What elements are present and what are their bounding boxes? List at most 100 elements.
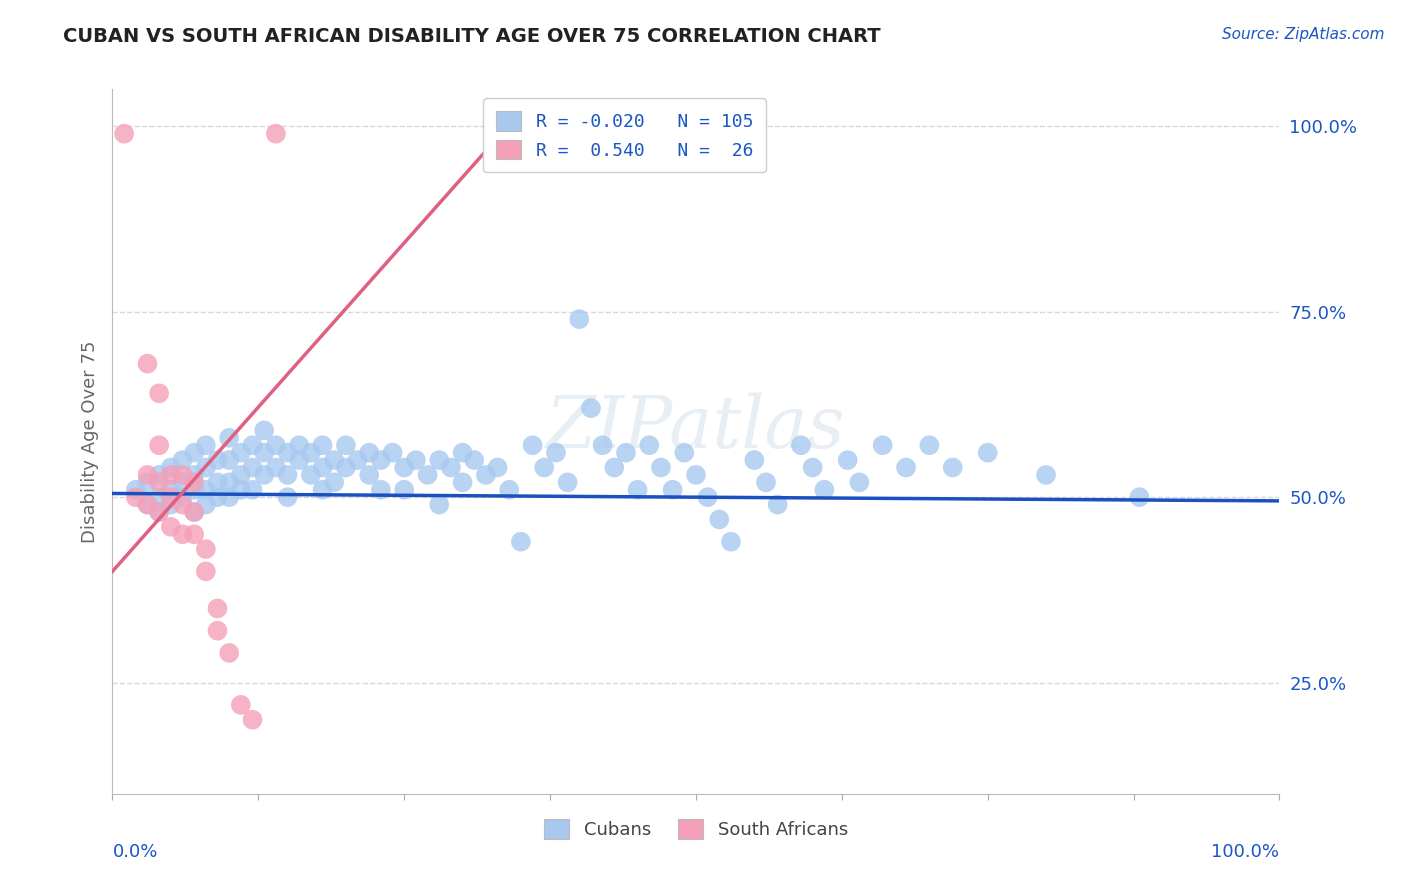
Point [207, 624, 229, 638]
Point [627, 483, 650, 497]
Point [183, 505, 205, 519]
Point [148, 505, 170, 519]
Text: Source: ZipAtlas.com: Source: ZipAtlas.com [1222, 27, 1385, 42]
Point [463, 453, 485, 467]
Point [136, 498, 159, 512]
Point [229, 698, 252, 712]
Point [394, 483, 416, 497]
Text: CUBAN VS SOUTH AFRICAN DISABILITY AGE OVER 75 CORRELATION CHART: CUBAN VS SOUTH AFRICAN DISABILITY AGE OV… [63, 27, 882, 45]
Point [194, 483, 217, 497]
Point [486, 460, 509, 475]
Point [744, 453, 766, 467]
Point [183, 483, 205, 497]
Point [160, 490, 183, 504]
Point [148, 475, 170, 490]
Point [311, 438, 333, 452]
Point [696, 490, 718, 504]
Point [685, 467, 707, 482]
Point [311, 483, 333, 497]
Point [229, 445, 252, 459]
Point [148, 505, 170, 519]
Point [242, 483, 264, 497]
Point [229, 483, 252, 497]
Point [427, 498, 450, 512]
Point [370, 453, 392, 467]
Point [427, 453, 450, 467]
Point [276, 445, 298, 459]
Point [172, 467, 194, 482]
Point [335, 438, 357, 452]
Point [359, 445, 381, 459]
Point [894, 460, 917, 475]
Point [172, 490, 194, 504]
Point [323, 475, 346, 490]
Point [253, 467, 276, 482]
Point [253, 424, 276, 438]
Point [872, 438, 894, 452]
Point [194, 438, 217, 452]
Point [218, 475, 240, 490]
Point [276, 490, 298, 504]
Point [183, 505, 205, 519]
Point [125, 483, 148, 497]
Point [242, 713, 264, 727]
Point [335, 460, 357, 475]
Point [172, 475, 194, 490]
Point [440, 460, 463, 475]
Point [242, 460, 264, 475]
Point [160, 483, 183, 497]
Point [592, 438, 614, 452]
Text: 100.0%: 100.0% [1212, 843, 1279, 861]
Point [194, 542, 217, 557]
Point [801, 460, 824, 475]
Point [813, 483, 835, 497]
Point [183, 527, 205, 541]
Point [451, 445, 474, 459]
Point [475, 467, 498, 482]
Point [183, 445, 205, 459]
Point [218, 453, 240, 467]
Point [650, 460, 672, 475]
Point [172, 453, 194, 467]
Text: ZIPatlas: ZIPatlas [546, 392, 846, 463]
Point [638, 438, 661, 452]
Point [323, 453, 346, 467]
Point [709, 512, 731, 526]
Point [311, 460, 333, 475]
Point [136, 467, 159, 482]
Point [148, 386, 170, 401]
Point [207, 453, 229, 467]
Point [183, 475, 205, 490]
Point [160, 460, 183, 475]
Point [416, 467, 439, 482]
Point [264, 127, 287, 141]
Point [370, 483, 392, 497]
Point [603, 460, 626, 475]
Point [242, 438, 264, 452]
Point [533, 460, 555, 475]
Point [194, 460, 217, 475]
Point [207, 490, 229, 504]
Legend: Cubans, South Africans: Cubans, South Africans [534, 810, 858, 848]
Point [148, 438, 170, 452]
Point [661, 483, 683, 497]
Point [498, 483, 520, 497]
Point [614, 445, 637, 459]
Point [720, 534, 742, 549]
Point [136, 475, 159, 490]
Point [229, 467, 252, 482]
Point [160, 498, 183, 512]
Point [790, 438, 813, 452]
Point [755, 475, 778, 490]
Point [253, 445, 276, 459]
Point [207, 601, 229, 615]
Point [125, 490, 148, 504]
Point [183, 467, 205, 482]
Point [160, 467, 183, 482]
Text: 0.0%: 0.0% [112, 843, 157, 861]
Point [218, 490, 240, 504]
Point [264, 460, 287, 475]
Point [194, 565, 217, 579]
Point [942, 460, 965, 475]
Point [148, 467, 170, 482]
